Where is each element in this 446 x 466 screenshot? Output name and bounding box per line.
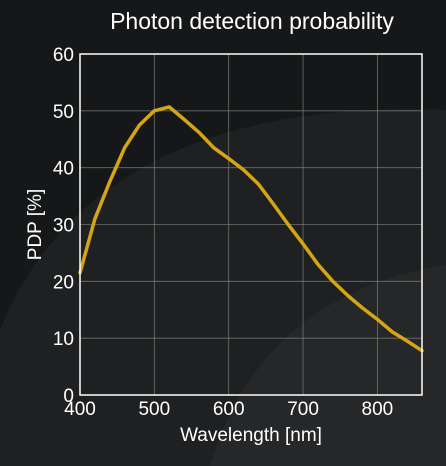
y-tick-label: 60 (53, 45, 74, 66)
grid (79, 53, 422, 396)
axes-frame (79, 53, 423, 396)
series-line-0 (78, 105, 424, 353)
x-tick-label: 400 (64, 399, 96, 420)
y-tick-label: 0 (63, 386, 74, 407)
y-axis-label: PDP [%] (25, 189, 46, 260)
y-tick-label: 20 (53, 272, 74, 293)
chart-title: Photon detection probability (110, 8, 394, 34)
tick-labels: 400 500 600 700 800 0 10 20 30 40 50 60 (53, 45, 393, 420)
y-tick-label: 50 (53, 102, 74, 123)
x-tick-label: 600 (213, 399, 245, 420)
x-axis-label: Wavelength [nm] (180, 425, 322, 446)
y-tick-label: 10 (53, 329, 74, 350)
x-tick-label: 700 (287, 399, 319, 420)
series-layer (78, 105, 424, 353)
x-tick-label: 800 (362, 399, 394, 420)
y-tick-label: 30 (53, 216, 74, 237)
x-tick-label: 500 (138, 399, 170, 420)
plot-border (79, 53, 423, 396)
y-tick-label: 40 (53, 159, 74, 180)
